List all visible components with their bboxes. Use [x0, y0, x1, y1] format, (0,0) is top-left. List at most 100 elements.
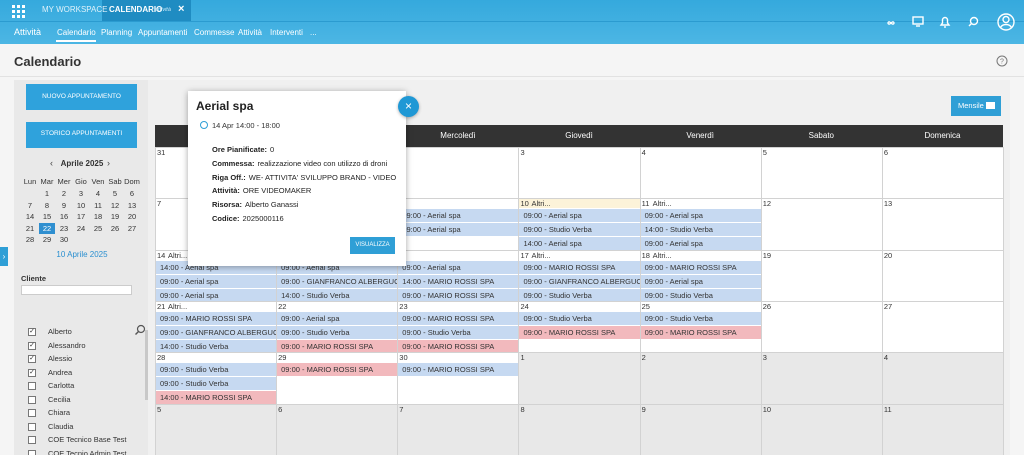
mini-day[interactable]: 26: [110, 223, 120, 233]
resource-name[interactable]: COE Tecnico Base Test: [48, 435, 127, 444]
event[interactable]: 09:00 - GIANFRANCO ALBERGUCCI: [156, 325, 277, 339]
event[interactable]: 09:00 - Aerial spa: [640, 237, 761, 251]
event[interactable]: 09:00 - Studio Verba: [519, 223, 640, 237]
nav-item[interactable]: Planning: [101, 28, 133, 37]
more-link[interactable]: Altri...: [652, 199, 672, 209]
mini-day[interactable]: 25: [93, 223, 103, 233]
event[interactable]: 09:00 - Studio Verba: [277, 325, 398, 339]
event[interactable]: 09:00 - MARIO ROSSI SPA: [156, 311, 277, 325]
event[interactable]: 14:00 - Studio Verba: [277, 288, 398, 302]
mini-day[interactable]: 5: [112, 189, 118, 198]
event[interactable]: 09:00 - MARIO ROSSI SPA: [398, 339, 519, 353]
resource-checkbox[interactable]: [28, 422, 36, 431]
more-link[interactable]: Altri...: [531, 199, 551, 209]
sidebar-button[interactable]: NUOVO APPUNTAMENTO: [26, 84, 137, 110]
client-input[interactable]: [21, 285, 132, 295]
mini-day[interactable]: 27: [127, 223, 137, 233]
workspace-tab[interactable]: MY WORKSPACE: [42, 5, 108, 14]
event[interactable]: 09:00 - MARIO ROSSI SPA: [398, 311, 519, 325]
nav-item[interactable]: Commesse: [194, 28, 235, 37]
event[interactable]: 09:00 - MARIO ROSSI SPA: [277, 363, 398, 377]
resource-checkbox[interactable]: [28, 436, 36, 444]
event[interactable]: 09:00 - Aerial spa: [398, 260, 519, 274]
event[interactable]: 09:00 - GIANFRANCO ALBERGUCCI: [519, 274, 640, 288]
resource-name[interactable]: Alessandro: [48, 340, 86, 350]
nav-item[interactable]: Appuntamenti: [138, 28, 188, 37]
mini-day[interactable]: 14: [25, 212, 35, 221]
selected-date[interactable]: 10 Aprile 2025: [56, 250, 108, 259]
more-link[interactable]: Altri...: [531, 250, 551, 260]
mini-day[interactable]: 30: [59, 235, 69, 244]
event[interactable]: 09:00 - Studio Verba: [640, 311, 761, 325]
mini-day[interactable]: 16: [59, 212, 69, 221]
mini-day[interactable]: 7: [27, 200, 33, 210]
mini-day[interactable]: 24: [76, 223, 86, 233]
event[interactable]: 09:00 - Studio Verba: [156, 377, 277, 391]
event[interactable]: 14:00 - MARIO ROSSI SPA: [398, 274, 519, 288]
popup-button[interactable]: VISUALIZZA: [350, 237, 395, 254]
event[interactable]: 09:00 - Aerial spa: [640, 209, 761, 223]
resource-checkbox[interactable]: [28, 382, 36, 390]
resource-checkbox[interactable]: [28, 449, 36, 455]
resource-name[interactable]: Chiara: [48, 408, 71, 417]
resource-checkbox[interactable]: ✓: [28, 355, 36, 363]
mini-day[interactable]: 20: [127, 212, 137, 221]
more-link[interactable]: Altri...: [168, 301, 188, 311]
event[interactable]: 09:00 - Aerial spa: [398, 209, 519, 223]
search-icon[interactable]: [134, 324, 146, 336]
mini-day[interactable]: 19: [110, 212, 120, 221]
mini-prev[interactable]: ‹: [50, 158, 53, 168]
event[interactable]: 14:00 - MARIO ROSSI SPA: [156, 391, 277, 405]
event[interactable]: 09:00 - Aerial spa: [398, 223, 519, 237]
resource-checkbox[interactable]: ✓: [28, 368, 36, 377]
tab-close[interactable]: ×: [178, 3, 185, 15]
resource-name[interactable]: Claudia: [48, 421, 74, 431]
resource-checkbox[interactable]: [28, 395, 36, 404]
mini-day[interactable]: 29: [42, 235, 52, 244]
event[interactable]: 09:00 - MARIO ROSSI SPA: [398, 363, 519, 377]
active-tab[interactable]: CALENDARIO: [109, 5, 163, 14]
event[interactable]: 09:00 - Studio Verba: [156, 363, 277, 377]
event[interactable]: 14:00 - Aerial spa: [519, 237, 640, 251]
event[interactable]: 09:00 - Aerial spa: [519, 209, 640, 223]
event[interactable]: 09:00 - Aerial spa: [156, 274, 277, 288]
event[interactable]: 14:00 - Studio Verba: [640, 223, 761, 237]
event[interactable]: 09:00 - MARIO ROSSI SPA: [519, 325, 640, 339]
mini-day[interactable]: 11: [94, 200, 102, 210]
mini-next[interactable]: ›: [107, 158, 110, 168]
event[interactable]: 09:00 - Studio Verba: [519, 288, 640, 302]
mini-day[interactable]: 1: [44, 189, 50, 198]
resource-name[interactable]: Alessio: [48, 354, 73, 363]
mini-day[interactable]: 12: [110, 200, 120, 210]
event[interactable]: 14:00 - Studio Verba: [156, 339, 277, 353]
mini-day[interactable]: 10: [76, 200, 86, 210]
mini-day[interactable]: 22: [39, 222, 55, 234]
sidebar-button[interactable]: STORICO APPUNTAMENTI: [26, 122, 137, 148]
event[interactable]: 09:00 - MARIO ROSSI SPA: [277, 339, 398, 353]
mini-day[interactable]: 6: [129, 189, 135, 198]
mini-day[interactable]: 8: [44, 200, 50, 210]
resource-checkbox[interactable]: [28, 409, 36, 417]
view-button[interactable]: Mensile: [951, 96, 1001, 116]
mini-day[interactable]: 17: [76, 212, 86, 221]
top-icons[interactable]: [880, 10, 1020, 36]
nav-item[interactable]: Calendario: [57, 28, 96, 37]
resource-name[interactable]: Carlotta: [48, 381, 75, 390]
apps-icon[interactable]: [12, 5, 25, 18]
resource-checkbox[interactable]: ✓: [28, 341, 36, 350]
event[interactable]: 09:00 - GIANFRANCO ALBERGUCCI: [277, 274, 398, 288]
resource-checkbox[interactable]: ✓: [28, 328, 36, 336]
event[interactable]: 09:00 - MARIO ROSSI SPA: [640, 325, 761, 339]
event[interactable]: 09:00 - Aerial spa: [640, 274, 761, 288]
event[interactable]: 09:00 - Aerial spa: [156, 288, 277, 302]
mini-day[interactable]: 4: [95, 189, 101, 198]
event[interactable]: 09:00 - MARIO ROSSI SPA: [519, 260, 640, 274]
event[interactable]: 09:00 - MARIO ROSSI SPA: [640, 260, 761, 274]
event[interactable]: 09:00 - Studio Verba: [398, 325, 519, 339]
resource-name[interactable]: COE Tecnio Admin Test: [48, 448, 127, 455]
mini-day[interactable]: 3: [78, 189, 84, 198]
resource-name[interactable]: Cecilia: [48, 394, 71, 404]
resource-name[interactable]: Andrea: [48, 367, 73, 377]
event[interactable]: 09:00 - Studio Verba: [640, 288, 761, 302]
mini-day[interactable]: 9: [61, 200, 67, 210]
